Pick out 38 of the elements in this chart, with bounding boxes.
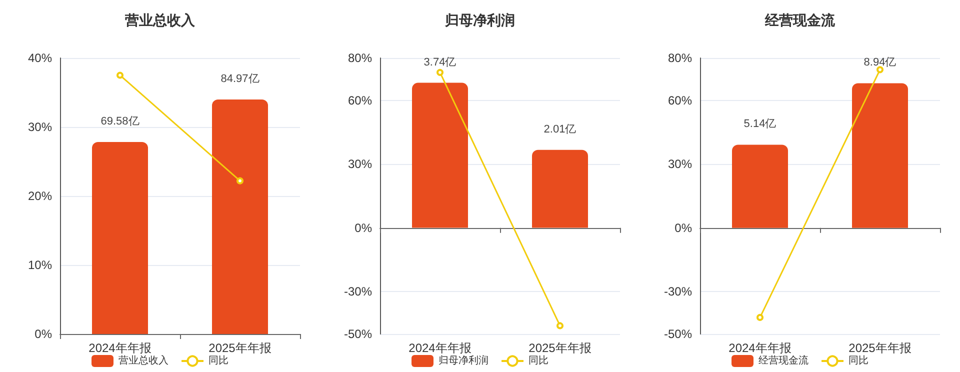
y-tick-label: 0%: [354, 220, 372, 235]
legend-label: 归母净利润: [438, 354, 488, 366]
y-tick-label: -30%: [664, 284, 692, 299]
y-tick-label: -50%: [344, 327, 372, 341]
y-tick-label: 30%: [28, 120, 52, 134]
y-tick-label: 30%: [668, 157, 692, 172]
x-tick-label: 2024年年报: [408, 341, 472, 355]
legend-label: 营业总收入: [118, 354, 168, 366]
y-tick-label: 40%: [28, 51, 52, 65]
legend-label: 同比: [848, 354, 868, 366]
data-label: 84.97亿: [220, 72, 260, 85]
data-label: 3.74亿: [424, 56, 456, 68]
x-tick-label: 2025年年报: [528, 341, 592, 355]
y-tick-label: 20%: [28, 189, 52, 203]
x-tick-label: 2025年年报: [848, 341, 912, 355]
x-tick-label: 2025年年报: [208, 341, 272, 355]
x-tick-label: 2024年年报: [88, 341, 152, 355]
chart-title: 经营现金流: [764, 12, 836, 28]
y-tick-label: -50%: [664, 327, 692, 341]
legend-label: 经营现金流: [758, 354, 808, 366]
legend-label: 同比: [528, 354, 548, 366]
y-tick-label: 80%: [668, 51, 692, 65]
y-tick-label: 30%: [348, 157, 372, 172]
y-tick-label: 10%: [28, 258, 52, 272]
x-tick-label: 2024年年报: [728, 341, 792, 355]
y-tick-label: 80%: [348, 51, 372, 65]
legend-label: 同比: [208, 354, 228, 366]
y-tick-label: 0%: [34, 327, 52, 341]
y-tick-label: 0%: [674, 220, 692, 235]
data-label: 2.01亿: [544, 123, 576, 136]
chart-title: 营业总收入: [124, 12, 196, 28]
data-label: 5.14亿: [744, 118, 776, 130]
y-tick-label: 60%: [668, 93, 692, 108]
y-tick-label: -30%: [344, 284, 372, 299]
y-tick-label: 60%: [348, 93, 372, 108]
data-label: 69.58亿: [100, 115, 140, 128]
data-label: 8.94亿: [864, 56, 896, 69]
chart-title: 归母净利润: [444, 12, 515, 28]
